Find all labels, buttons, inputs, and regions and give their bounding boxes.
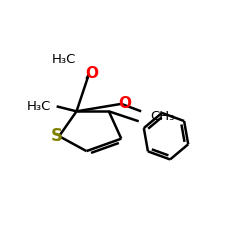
Text: CH₃: CH₃ [150,110,174,123]
Text: H₃C: H₃C [52,52,76,66]
Text: O: O [86,66,98,81]
Text: H₃C: H₃C [27,100,52,113]
Text: O: O [118,96,131,111]
Text: S: S [51,127,63,145]
